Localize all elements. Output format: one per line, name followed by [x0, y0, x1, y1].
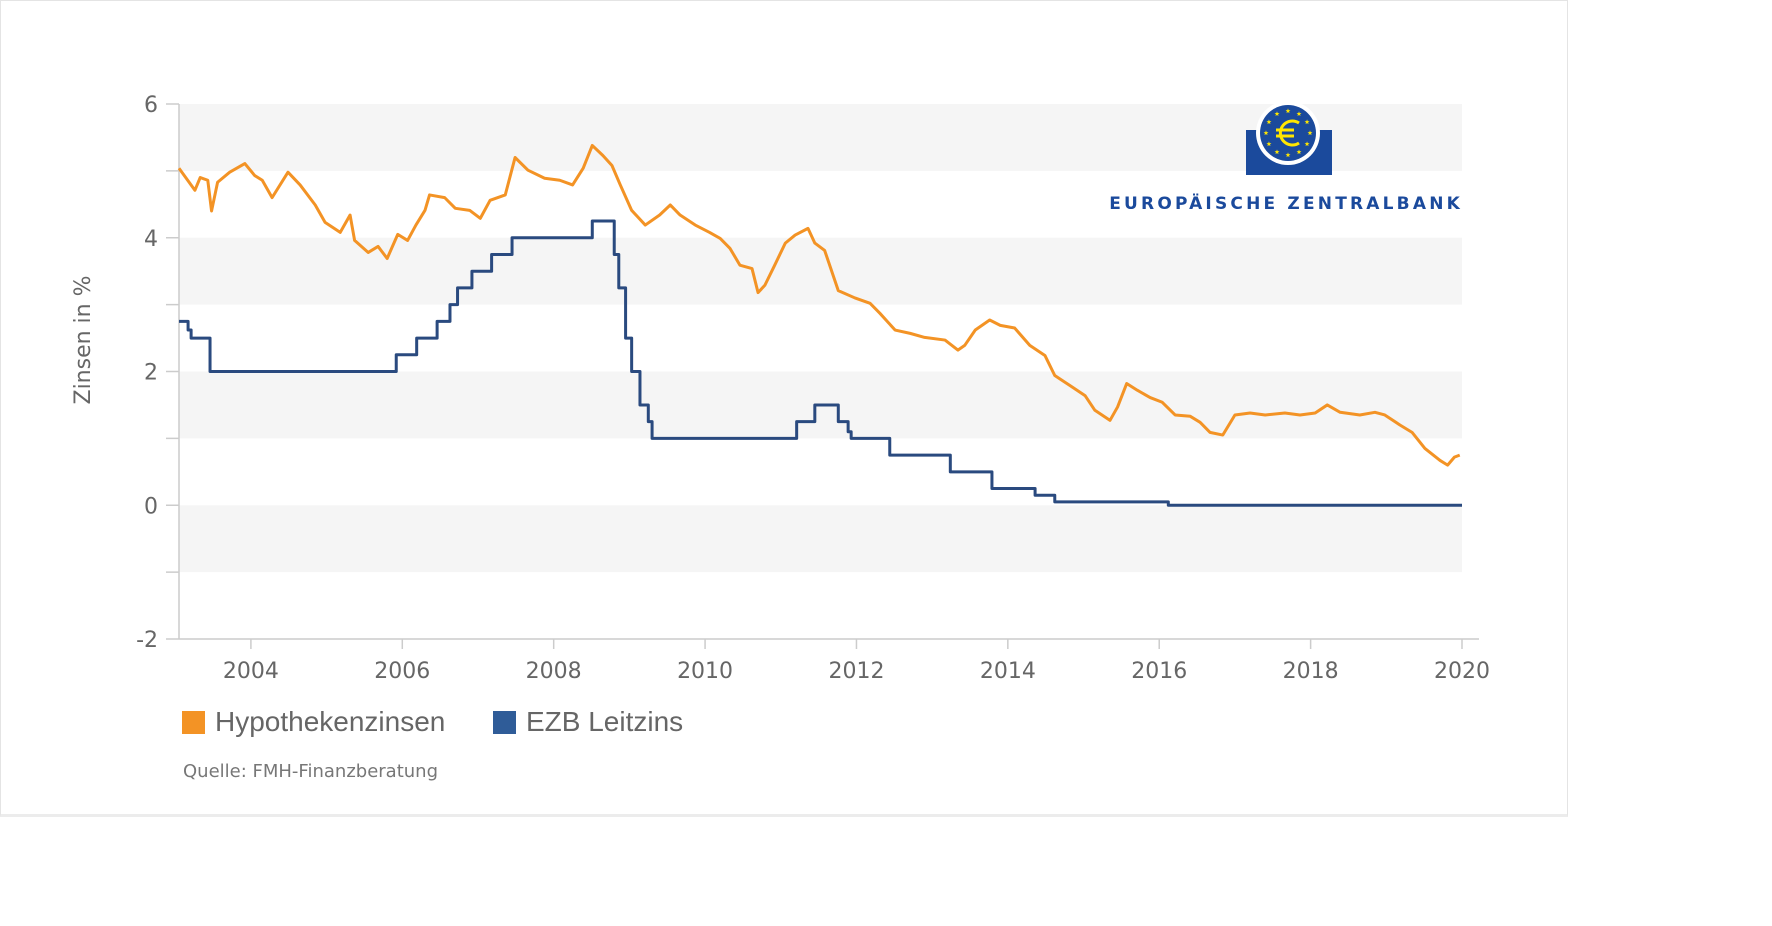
- legend-swatch-orange: [182, 710, 205, 734]
- logo-circle: [1260, 105, 1316, 161]
- legend-label: EZB Leitzins: [526, 706, 684, 737]
- star-icon: [1307, 130, 1313, 136]
- x-tick-label: 2016: [1131, 659, 1187, 684]
- star-icon: [1266, 119, 1272, 125]
- star-icon: [1304, 119, 1310, 125]
- y-tick-label: 4: [144, 227, 158, 252]
- series-line-ezb-leitzins: [179, 219, 1462, 507]
- star-icon: [1274, 111, 1280, 117]
- axes: 6 4 2 0 -2 2004 2006 2008 2010 2012 2014 2016 2018 20…: [136, 93, 1490, 684]
- series-lines: [177, 143, 1463, 507]
- ecb-logo: EUROPÄISCHE ZENTRALBANK: [1109, 101, 1463, 214]
- star-icon: [1274, 149, 1280, 155]
- x-tick-label: 2008: [526, 659, 582, 684]
- x-tick-label: 2020: [1434, 659, 1490, 684]
- star-icon: [1285, 152, 1291, 158]
- star-icon: [1266, 141, 1272, 147]
- legend-item-ezb-leitzins[interactable]: EZB Leitzins: [493, 706, 683, 738]
- y-axis-label: Zinsen in %: [71, 275, 96, 404]
- legend-label: Hypothekenzinsen: [215, 706, 446, 737]
- legend-swatch-blue: [493, 710, 516, 734]
- source-note: Quelle: FMH-Finanzberatung: [183, 761, 438, 782]
- euro-icon: [1276, 119, 1300, 147]
- y-tick-label: -2: [136, 628, 158, 653]
- star-icon: [1296, 149, 1302, 155]
- logo-stars: [1263, 108, 1313, 158]
- legend-item-hypothekenzinsen[interactable]: Hypothekenzinsen: [182, 706, 445, 738]
- x-tick-label: 2010: [677, 659, 733, 684]
- star-icon: [1263, 130, 1269, 136]
- x-tick-label: 2014: [980, 659, 1036, 684]
- x-tick-label: 2006: [374, 659, 430, 684]
- x-tick-label: 2018: [1283, 659, 1339, 684]
- x-tick-label: 2004: [223, 659, 279, 684]
- series-line-hypothekenzinsen: [177, 143, 1461, 467]
- x-tick-label: 2012: [828, 659, 884, 684]
- y-tick-label: 0: [144, 494, 158, 519]
- y-tick-label: 6: [144, 93, 158, 118]
- star-icon: [1304, 141, 1310, 147]
- star-icon: [1296, 111, 1302, 117]
- grid-bands: [179, 104, 1462, 573]
- logo-text: EUROPÄISCHE ZENTRALBANK: [1109, 192, 1463, 214]
- star-icon: [1285, 108, 1291, 114]
- grid-band: [179, 505, 1462, 573]
- y-tick-label: 2: [144, 361, 158, 386]
